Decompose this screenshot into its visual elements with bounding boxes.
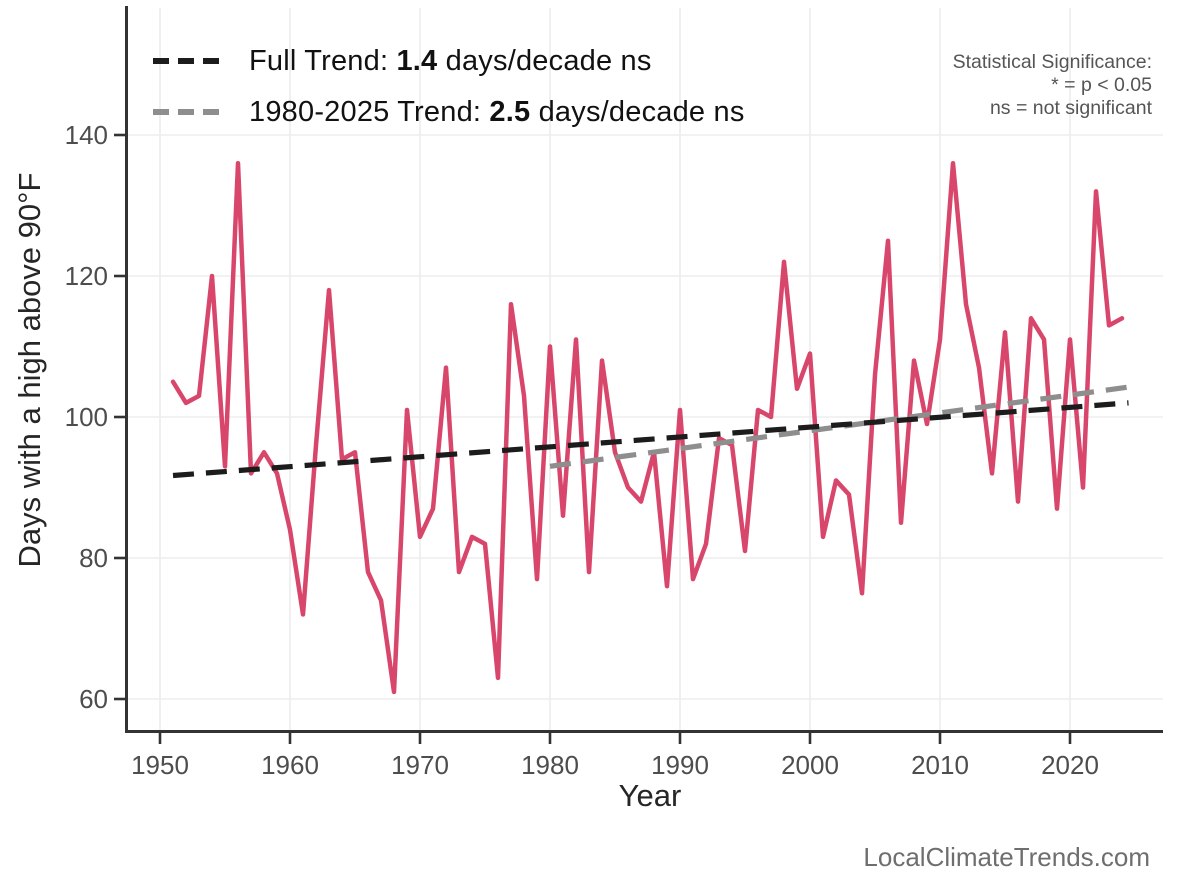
y-tick-label: 120 (65, 261, 108, 291)
x-tick-label: 1970 (391, 750, 449, 780)
legend-item-full-trend: Full Trend: 1.4 days/decade ns (152, 38, 652, 84)
y-tick-label: 60 (79, 684, 108, 714)
watermark-text: LocalClimateTrends.com (863, 842, 1150, 872)
gray-dash-icon (153, 109, 223, 115)
legend-label-recent-trend: 1980-2025 Trend: 2.5 days/decade ns (249, 96, 745, 129)
legend-label-full-trend: Full Trend: 1.4 days/decade ns (249, 45, 652, 78)
x-tick-label: 2020 (1041, 750, 1099, 780)
axes (114, 6, 1163, 744)
y-tick-label: 100 (65, 402, 108, 432)
data-series (170, 160, 1132, 695)
significance-note-star: * = p < 0.05 (1051, 74, 1152, 96)
significance-note-title: Statistical Significance: (952, 51, 1152, 73)
legend-recent-trend-prefix: 1980-2025 Trend: (249, 95, 490, 128)
significance-note: Statistical Significance: * = p < 0.05 n… (953, 51, 1152, 120)
black-dash-icon (153, 58, 223, 64)
x-tick-label: 1950 (131, 750, 189, 780)
legend-item-recent-trend: 1980-2025 Trend: 2.5 days/decade ns (152, 89, 745, 135)
x-tick-label: 1960 (261, 750, 319, 780)
legend-full-trend-suffix: days/decade ns (437, 44, 652, 77)
y-axis-title: Days with a high above 90°F (12, 173, 47, 568)
x-tick-label: 2000 (781, 750, 839, 780)
x-axis-title: Year (619, 778, 682, 813)
legend-full-trend-value: 1.4 (396, 44, 438, 77)
legend-full-trend-prefix: Full Trend: (249, 44, 397, 77)
days-above-90F-annual-line (170, 160, 1125, 695)
full-trend-line (172, 400, 1129, 479)
x-tick-label: 1980 (521, 750, 579, 780)
x-tick-label: 1990 (651, 750, 709, 780)
significance-note-ns: ns = not significant (989, 97, 1152, 119)
y-tick-label: 80 (79, 543, 108, 573)
axis-labels: 60 80 100 120 140 1950 1960 1970 1980 1990 2000 201… (12, 120, 1099, 813)
legend-recent-trend-suffix: days/decade ns (530, 95, 745, 128)
x-tick-label: 2010 (911, 750, 969, 780)
legend-recent-trend-value: 2.5 (489, 95, 531, 128)
y-tick-label: 140 (65, 120, 108, 150)
